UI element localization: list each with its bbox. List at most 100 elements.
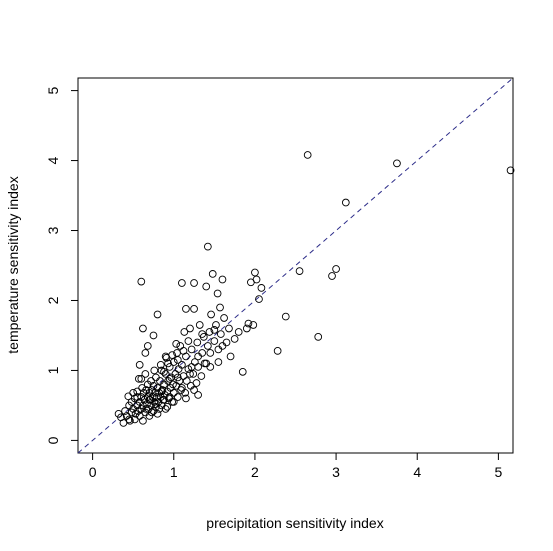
y-tick-label: 5 bbox=[45, 86, 61, 94]
data-point bbox=[155, 405, 164, 413]
data-point bbox=[273, 347, 282, 355]
data-point bbox=[186, 324, 194, 333]
data-point bbox=[234, 328, 243, 336]
y-tick-label: 4 bbox=[45, 156, 61, 164]
data-point bbox=[187, 345, 196, 354]
data-point bbox=[218, 342, 227, 350]
data-point bbox=[242, 324, 251, 333]
data-point bbox=[238, 367, 247, 376]
data-point bbox=[190, 386, 198, 394]
y-tick-label: 3 bbox=[45, 226, 61, 234]
data-point bbox=[157, 387, 166, 396]
data-point bbox=[164, 359, 172, 368]
data-point bbox=[194, 391, 202, 399]
data-point bbox=[208, 270, 217, 278]
data-point bbox=[281, 312, 290, 321]
data-point bbox=[295, 267, 304, 275]
data-point bbox=[182, 394, 190, 403]
data-point bbox=[190, 279, 198, 287]
y-axis: 0 1 2 3 4 5 bbox=[45, 86, 78, 444]
data-point bbox=[206, 349, 215, 357]
data-point bbox=[148, 408, 156, 417]
data-point bbox=[135, 360, 144, 369]
data-point bbox=[165, 363, 174, 371]
data-point bbox=[158, 386, 167, 394]
data-point bbox=[186, 370, 194, 378]
data-point bbox=[149, 381, 158, 390]
data-point bbox=[182, 305, 190, 313]
data-point bbox=[195, 321, 204, 329]
data-point bbox=[198, 330, 207, 338]
data-point bbox=[141, 370, 150, 378]
x-tick-label: 2 bbox=[251, 464, 259, 480]
data-point bbox=[150, 366, 159, 375]
data-point bbox=[198, 349, 207, 357]
data-point bbox=[202, 359, 211, 368]
data-point bbox=[192, 379, 201, 387]
data-point bbox=[341, 198, 350, 207]
data-point bbox=[165, 374, 174, 383]
data-point bbox=[131, 409, 140, 418]
data-point bbox=[193, 338, 202, 347]
data-point bbox=[169, 398, 178, 406]
data-point bbox=[135, 374, 143, 383]
data-point bbox=[194, 352, 202, 361]
data-point bbox=[180, 328, 189, 336]
data-point bbox=[225, 324, 233, 333]
y-tick-label: 1 bbox=[45, 366, 61, 374]
plot-frame bbox=[77, 77, 514, 454]
data-point bbox=[153, 409, 162, 418]
data-point bbox=[161, 405, 170, 413]
data-point bbox=[139, 416, 147, 425]
data-point bbox=[204, 342, 212, 350]
data-point bbox=[169, 388, 178, 397]
data-point bbox=[172, 340, 181, 348]
data-point bbox=[216, 303, 224, 312]
reference-line bbox=[77, 77, 514, 454]
data-point bbox=[251, 268, 259, 277]
data-point bbox=[152, 373, 160, 382]
x-axis-label: precipitation sensitivity index bbox=[206, 515, 383, 531]
data-point bbox=[149, 331, 158, 340]
data-point bbox=[178, 279, 186, 287]
data-points bbox=[114, 151, 515, 427]
data-point bbox=[212, 321, 220, 329]
data-point bbox=[244, 319, 253, 328]
data-point bbox=[143, 342, 152, 350]
data-point bbox=[220, 314, 228, 322]
data-point bbox=[149, 407, 158, 415]
data-point bbox=[332, 265, 340, 273]
data-point bbox=[145, 395, 154, 404]
data-point bbox=[222, 338, 231, 347]
data-point bbox=[214, 358, 223, 366]
data-point bbox=[169, 358, 178, 366]
data-point bbox=[214, 345, 223, 354]
data-point bbox=[126, 416, 134, 425]
data-point bbox=[156, 360, 165, 369]
data-point bbox=[179, 347, 188, 355]
data-point bbox=[190, 305, 198, 313]
data-point bbox=[173, 373, 182, 382]
data-point bbox=[161, 370, 170, 378]
data-point bbox=[303, 151, 312, 159]
data-point bbox=[141, 349, 150, 357]
data-point bbox=[137, 277, 146, 286]
data-point bbox=[205, 328, 214, 336]
y-axis-label: temperature sensitivity index bbox=[5, 176, 21, 353]
data-point bbox=[230, 335, 239, 343]
data-point bbox=[197, 372, 206, 380]
data-point bbox=[150, 398, 159, 406]
data-point bbox=[207, 310, 215, 319]
data-point bbox=[173, 356, 182, 364]
data-point bbox=[314, 333, 323, 341]
data-point bbox=[138, 384, 146, 392]
data-point bbox=[142, 405, 151, 413]
data-point bbox=[184, 337, 193, 345]
data-point bbox=[182, 377, 191, 385]
data-point bbox=[189, 370, 198, 378]
data-point bbox=[125, 415, 133, 424]
data-point bbox=[202, 282, 211, 291]
data-point bbox=[218, 275, 227, 284]
x-tick-label: 4 bbox=[413, 464, 421, 480]
